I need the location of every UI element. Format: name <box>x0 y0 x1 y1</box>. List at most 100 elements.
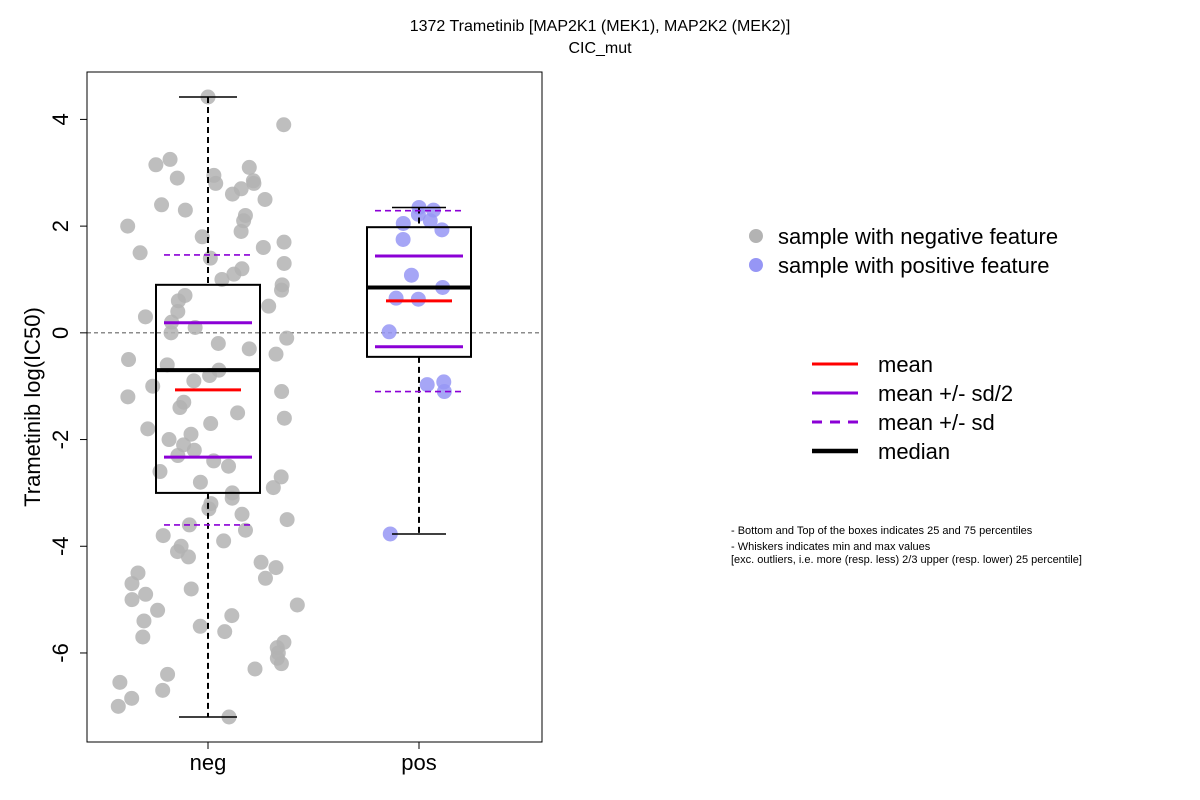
neg-point <box>132 245 148 261</box>
pos-point <box>388 290 404 306</box>
pos-point <box>410 291 426 307</box>
neg-point <box>183 426 199 442</box>
note-line-1: - Bottom and Top of the boxes indicates … <box>731 525 1033 537</box>
neg-point <box>120 218 136 234</box>
neg-point <box>110 698 126 714</box>
neg-point <box>169 170 185 186</box>
y-tick-label: -6 <box>48 643 73 663</box>
neg-point <box>253 554 269 570</box>
pos-point <box>422 213 438 229</box>
legend-point-label: sample with negative feature <box>778 224 1058 249</box>
neg-point <box>265 480 281 496</box>
pos-point <box>410 206 426 222</box>
neg-point <box>274 384 290 400</box>
neg-point <box>202 250 218 266</box>
neg-point <box>135 629 151 645</box>
x-tick-label: neg <box>190 750 227 775</box>
neg-point <box>276 117 292 133</box>
pos-point <box>403 267 419 283</box>
y-tick-label: 0 <box>48 327 73 339</box>
neg-point <box>268 346 284 362</box>
x-tick-label: pos <box>401 750 436 775</box>
neg-point <box>124 576 140 592</box>
chart-subtitle: CIC_mut <box>568 40 632 57</box>
legend-line-label: mean +/- sd <box>878 410 995 435</box>
neg-point <box>120 389 136 405</box>
neg-point <box>268 560 284 576</box>
neg-point <box>208 175 224 191</box>
pos-point <box>434 222 450 238</box>
neg-point <box>124 592 140 608</box>
neg-point <box>217 624 233 640</box>
neg-point <box>170 293 186 309</box>
pos-point <box>436 384 452 400</box>
chart-title: 1372 Trametinib [MAP2K1 (MEK1), MAP2K2 (… <box>409 18 791 35</box>
neg-point <box>276 410 292 426</box>
neg-point <box>234 506 250 522</box>
neg-point <box>194 229 210 245</box>
neg-point <box>274 282 290 298</box>
neg-point <box>152 464 168 480</box>
neg-point <box>186 373 202 389</box>
neg-point <box>154 197 170 213</box>
y-axis-label: Trametinib log(IC50) <box>20 307 45 507</box>
neg-point <box>279 330 295 346</box>
note-line-2: - Whiskers indicates min and max values <box>731 541 931 553</box>
neg-point <box>261 298 277 314</box>
y-tick-label: -4 <box>48 536 73 556</box>
neg-point <box>241 159 257 175</box>
neg-point <box>279 512 295 528</box>
neg-point <box>230 405 246 421</box>
legend-point-label: sample with positive feature <box>778 253 1049 278</box>
neg-point <box>289 597 305 613</box>
neg-point <box>276 234 292 250</box>
y-tick-label: -2 <box>48 430 73 450</box>
y-tick-label: 2 <box>48 220 73 232</box>
neg-point <box>137 309 153 325</box>
pos-point <box>419 377 435 393</box>
neg-point <box>273 469 289 485</box>
neg-point <box>210 336 226 352</box>
neg-point <box>124 690 140 706</box>
neg-point <box>140 421 156 437</box>
neg-point <box>186 442 202 458</box>
neg-point <box>170 448 186 464</box>
neg-point <box>160 666 176 682</box>
neg-point <box>241 341 257 357</box>
neg-point <box>163 325 179 341</box>
neg-point <box>145 378 161 394</box>
neg-point <box>214 271 230 287</box>
neg-point <box>155 682 171 698</box>
neg-point <box>224 186 240 202</box>
neg-point <box>155 528 171 544</box>
neg-point <box>172 400 188 416</box>
pos-point <box>382 526 398 542</box>
neg-point <box>192 474 208 490</box>
neg-point <box>216 533 232 549</box>
neg-point <box>224 490 240 506</box>
neg-point <box>203 416 219 432</box>
neg-iqr-box <box>155 283 261 494</box>
neg-point <box>177 202 193 218</box>
legend-line-label: mean +/- sd/2 <box>878 381 1013 406</box>
pos-point <box>381 324 397 340</box>
neg-point <box>112 674 128 690</box>
neg-point <box>257 570 273 586</box>
neg-point <box>201 501 217 517</box>
neg-point <box>257 191 273 207</box>
neg-point <box>247 661 263 677</box>
neg-point <box>192 618 208 634</box>
neg-point <box>148 157 164 173</box>
neg-point <box>273 656 289 672</box>
neg-point <box>121 352 137 368</box>
neg-point <box>226 266 242 282</box>
neg-point <box>150 602 166 618</box>
pos-iqr-box <box>366 226 472 358</box>
plot-frame <box>86 71 543 743</box>
neg-point <box>180 549 196 565</box>
y-tick-label: 4 <box>48 113 73 125</box>
neg-point <box>136 613 152 629</box>
legend-point-marker <box>749 229 763 243</box>
neg-point <box>161 432 177 448</box>
